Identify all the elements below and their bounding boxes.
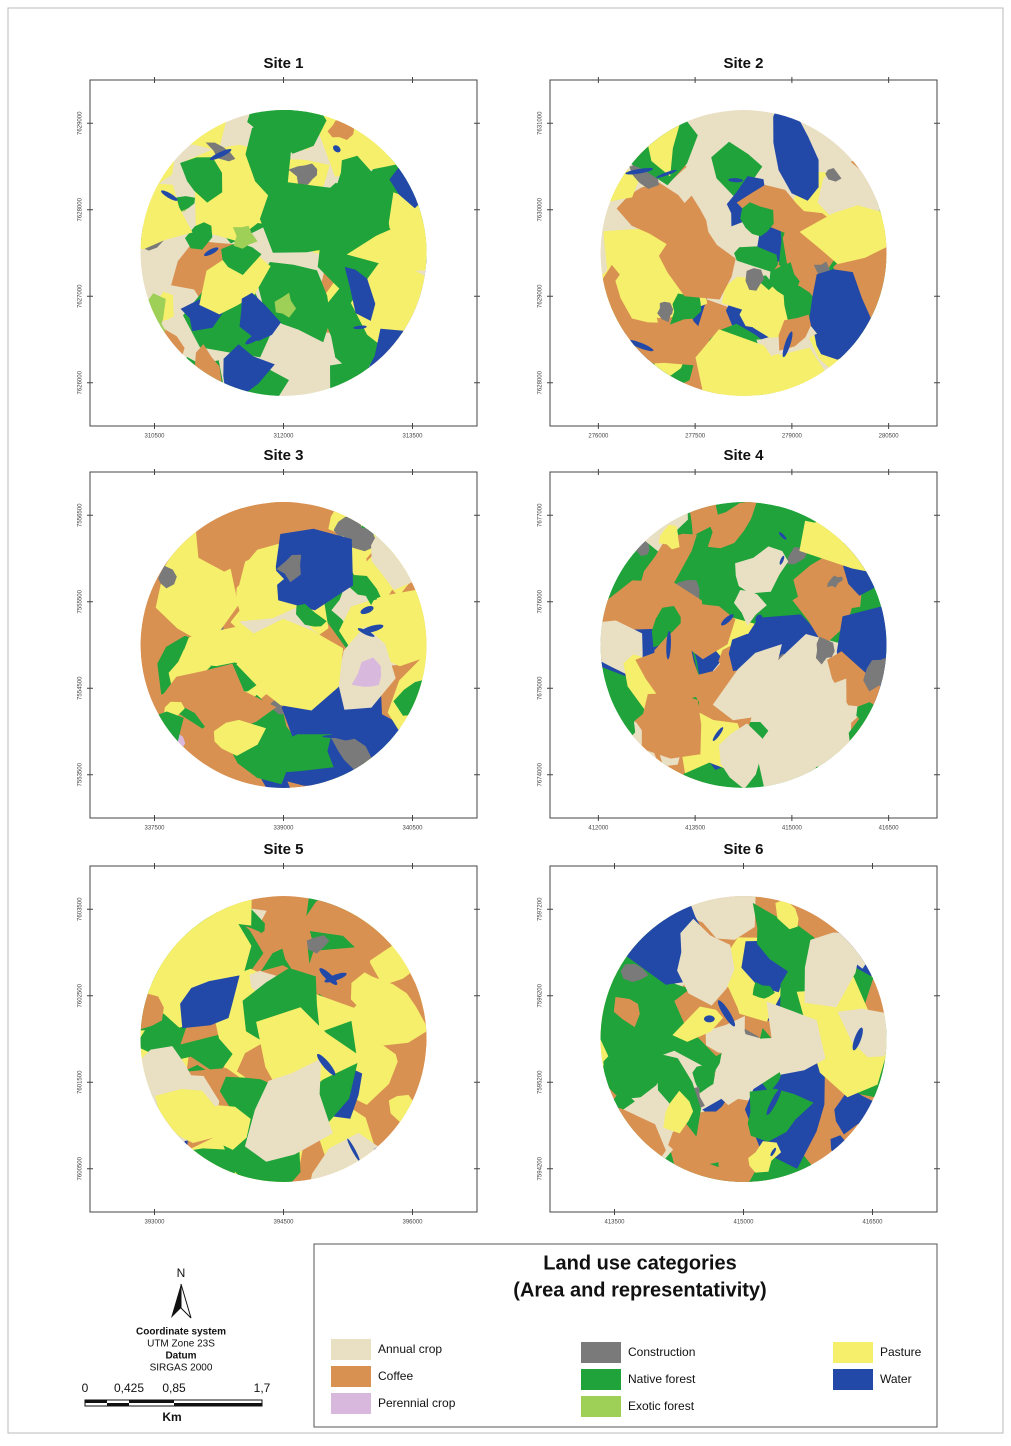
legend-label: Exotic forest: [628, 1399, 695, 1413]
y-tick-label: 7596200: [538, 983, 544, 1007]
x-tick-label: 312000: [273, 434, 294, 440]
legend-swatch: [833, 1369, 873, 1390]
x-tick-label: 279000: [782, 434, 803, 440]
x-tick-label: 340500: [402, 826, 423, 832]
x-tick-label: 276000: [588, 434, 609, 440]
x-tick-label: 339000: [273, 826, 294, 832]
x-tick-label: 413500: [685, 826, 706, 832]
legend-swatch: [331, 1339, 371, 1360]
y-tick-label: 7628000: [538, 370, 544, 394]
x-tick-label: 277500: [685, 434, 706, 440]
x-tick-label: 396000: [402, 1220, 423, 1226]
legend-label: Pasture: [880, 1345, 922, 1359]
legend-label: Perennial crop: [378, 1396, 456, 1410]
y-tick-label: 7630000: [538, 197, 544, 221]
scale-bar: [174, 1403, 262, 1406]
y-tick-label: 7553500: [78, 762, 84, 786]
map-figure: Land use categories (Area and representa…: [0, 0, 1011, 1441]
x-tick-label: 416500: [879, 826, 900, 832]
x-tick-label: 393000: [144, 1220, 165, 1226]
y-tick-label: 7601500: [78, 1070, 84, 1094]
legend-label: Coffee: [378, 1369, 413, 1383]
y-tick-label: 7674000: [538, 762, 544, 786]
x-tick-label: 415000: [733, 1220, 754, 1226]
map-title: Site 6: [723, 841, 763, 858]
map-title: Site 4: [723, 447, 764, 464]
y-tick-label: 7627000: [78, 284, 84, 308]
y-tick-label: 7554500: [78, 676, 84, 700]
y-tick-label: 7600500: [78, 1156, 84, 1180]
x-tick-label: 280500: [879, 434, 900, 440]
legend-title: Land use categories: [543, 1252, 736, 1274]
map-title: Site 2: [723, 55, 763, 72]
north-arrow: [181, 1284, 191, 1318]
y-tick-label: 7595200: [538, 1070, 544, 1094]
legend-swatch: [581, 1342, 621, 1363]
map-title: Site 5: [263, 841, 303, 858]
legend-label: Construction: [628, 1345, 695, 1359]
x-tick-label: 413500: [604, 1220, 625, 1226]
legend-swatch: [581, 1396, 621, 1417]
y-tick-label: 7675000: [538, 676, 544, 700]
y-tick-label: 7628000: [78, 197, 84, 221]
y-tick-label: 7597200: [538, 897, 544, 921]
y-tick-label: 7626000: [78, 370, 84, 394]
land-patch: [642, 693, 701, 759]
scale-label: 0,85: [162, 1381, 186, 1395]
north-arrow: [171, 1284, 181, 1318]
y-tick-label: 7555500: [78, 589, 84, 613]
y-tick-label: 7556500: [78, 503, 84, 527]
y-tick-label: 7603500: [78, 897, 84, 921]
scale-unit: Km: [162, 1410, 181, 1424]
water-patch: [704, 1015, 715, 1022]
coordinate-system: UTM Zone 23S: [147, 1339, 215, 1350]
legend-label: Water: [880, 1372, 912, 1386]
x-tick-label: 313500: [402, 434, 423, 440]
y-tick-label: 7594200: [538, 1156, 544, 1180]
datum-label: Datum: [165, 1351, 196, 1362]
y-tick-label: 7629000: [538, 284, 544, 308]
legend-label: Annual crop: [378, 1342, 442, 1356]
legend-subtitle: (Area and representativity): [513, 1279, 766, 1301]
scale-bar: [85, 1400, 107, 1403]
x-tick-label: 310500: [144, 434, 165, 440]
x-tick-label: 416500: [862, 1220, 883, 1226]
x-tick-label: 412000: [588, 826, 609, 832]
legend-swatch: [331, 1393, 371, 1414]
datum: SIRGAS 2000: [150, 1363, 213, 1374]
y-tick-label: 7631000: [538, 111, 544, 135]
legend-swatch: [581, 1369, 621, 1390]
scale-label: 0: [82, 1381, 89, 1395]
y-tick-label: 7602500: [78, 983, 84, 1007]
map-title: Site 3: [263, 447, 303, 464]
coordinate-label: Coordinate system: [136, 1327, 226, 1338]
x-tick-label: 337500: [144, 826, 165, 832]
legend-swatch: [331, 1366, 371, 1387]
legend-label: Native forest: [628, 1372, 696, 1386]
north-label: N: [177, 1266, 186, 1280]
scale-label: 1,7: [254, 1381, 271, 1395]
scale-label: 0,425: [114, 1381, 144, 1395]
map-title: Site 1: [263, 55, 303, 72]
y-tick-label: 7677000: [538, 503, 544, 527]
scale-bar: [129, 1400, 174, 1403]
y-tick-label: 7676000: [538, 589, 544, 613]
scale-bar: [107, 1403, 129, 1406]
legend-swatch: [833, 1342, 873, 1363]
x-tick-label: 394500: [273, 1220, 294, 1226]
x-tick-label: 415000: [782, 826, 803, 832]
y-tick-label: 7629000: [78, 111, 84, 135]
